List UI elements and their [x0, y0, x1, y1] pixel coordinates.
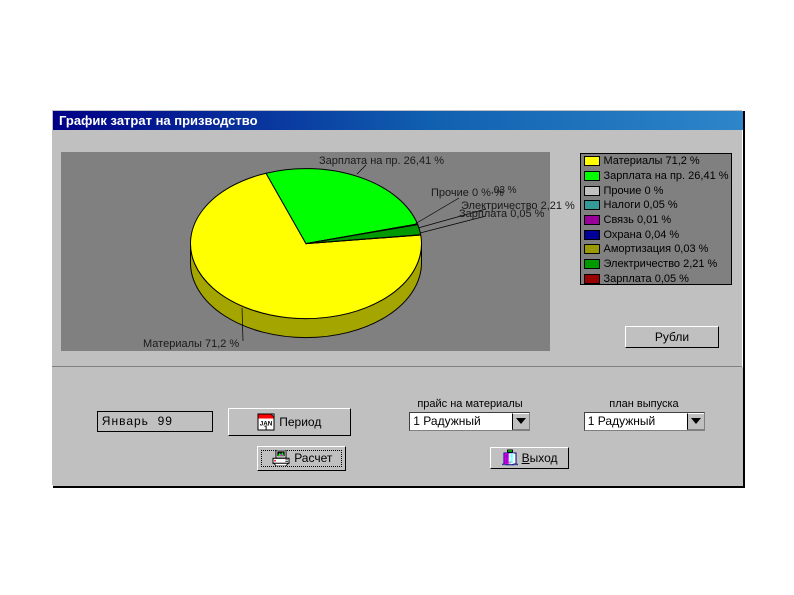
svg-text:1: 1 [264, 425, 268, 431]
svg-text:Зарплата 0,05 %: Зарплата 0,05 % [459, 208, 545, 220]
svg-text:Зарплата на пр. 26,41 %: Зарплата на пр. 26,41 % [319, 155, 444, 167]
svg-text:Материалы 71,2 %: Материалы 71,2 % [143, 338, 239, 350]
svg-text:,03 %: ,03 % [491, 185, 517, 196]
